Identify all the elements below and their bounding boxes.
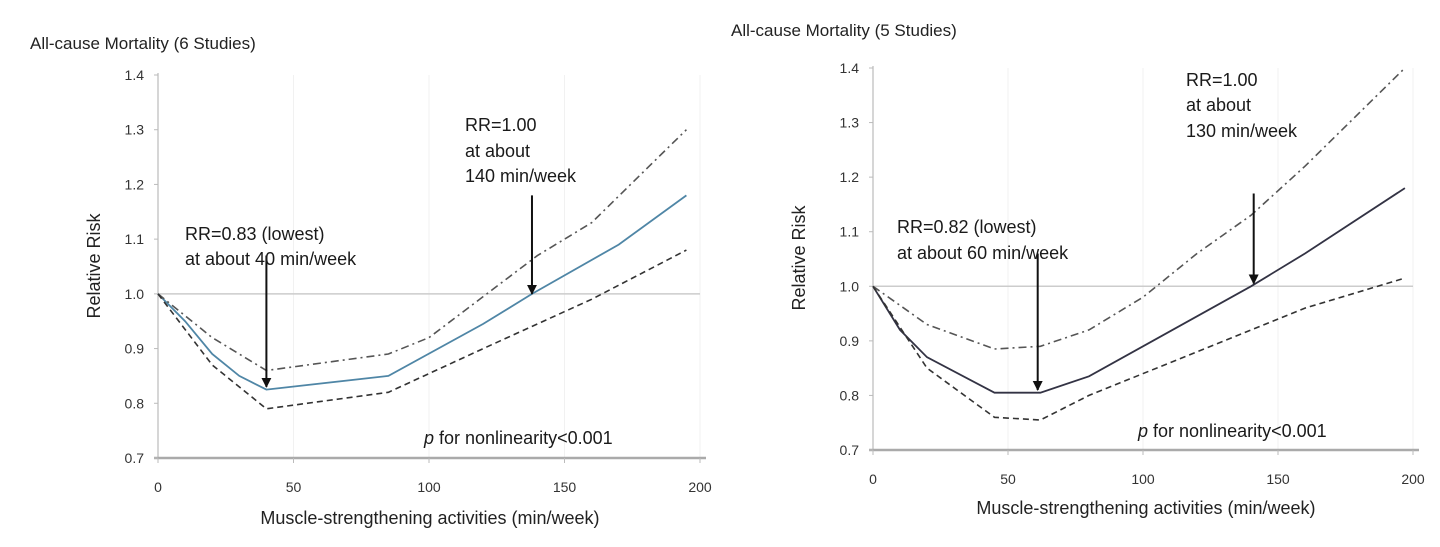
x-tick-label: 150 [1266, 471, 1290, 487]
y-tick-label: 1.1 [840, 224, 860, 240]
annotation-rr1-line2: at about [1186, 95, 1251, 115]
right-chart: 0.7 0.8 0.9 1.0 1.1 1.2 1.3 1.4 0 50 100 150 200 All… [731, 21, 1425, 518]
y-tick-label: 1.3 [840, 115, 860, 131]
note-p: p [423, 428, 434, 448]
x-tick-label: 50 [1000, 471, 1016, 487]
y-tick-label: 0.7 [840, 442, 860, 458]
y-tick-label: 0.8 [840, 387, 860, 403]
annotation-lowest-line1: RR=0.82 (lowest) [897, 217, 1037, 237]
x-tick-label: 50 [286, 479, 302, 495]
x-tick-label: 200 [688, 479, 712, 495]
left-chart: 0.7 0.8 0.9 1.0 1.1 1.2 1.3 1.4 0 50 100 150 200 All… [30, 34, 712, 528]
x-tick-label: 100 [1131, 471, 1155, 487]
nonlinearity-note: p for nonlinearity<0.001 [1137, 421, 1327, 441]
upper-ci-line [872, 67, 1406, 350]
x-axis-label: Muscle-strengthening activities (min/wee… [976, 498, 1315, 518]
y-tick-label: 0.9 [125, 341, 145, 357]
lower-ci-line [872, 277, 1406, 421]
nonlinearity-note: p for nonlinearity<0.001 [423, 428, 613, 448]
y-axis-label: Relative Risk [789, 204, 809, 310]
x-tick-label: 100 [417, 479, 441, 495]
note-text: for nonlinearity<0.001 [1148, 421, 1327, 441]
annotation-rr1-line3: 140 min/week [465, 166, 577, 186]
annotation-lowest-line2: at about 60 min/week [897, 243, 1069, 263]
annotation-lowest-line1: RR=0.83 (lowest) [185, 224, 325, 244]
y-tick-label: 1.4 [125, 67, 145, 83]
lower-ci-line [157, 249, 687, 410]
y-axis-label: Relative Risk [84, 212, 104, 318]
estimate-line [157, 194, 687, 391]
plot-area: 0.7 0.8 0.9 1.0 1.1 1.2 1.3 1.4 0 50 100 150 200 [840, 60, 1425, 487]
annotation-lowest-line2: at about 40 min/week [185, 249, 357, 269]
annotation-rr1-line1: RR=1.00 [1186, 70, 1258, 90]
y-tick-label: 1.4 [840, 60, 860, 76]
note-p: p [1137, 421, 1148, 441]
y-tick-label: 1.1 [125, 231, 145, 247]
annotation-rr1-line1: RR=1.00 [465, 115, 537, 135]
plot-area: 0.7 0.8 0.9 1.0 1.1 1.2 1.3 1.4 0 50 100 150 200 [125, 67, 712, 495]
x-tick-label: 200 [1401, 471, 1425, 487]
note-text: for nonlinearity<0.001 [434, 428, 613, 448]
y-tick-label: 1.0 [840, 278, 860, 294]
x-tick-label: 0 [869, 471, 877, 487]
x-tick-label: 150 [553, 479, 577, 495]
y-tick-label: 1.2 [840, 169, 860, 185]
y-tick-label: 0.8 [125, 395, 145, 411]
annotation-rr1-line3: 130 min/week [1186, 121, 1298, 141]
y-tick-label: 1.3 [125, 122, 145, 138]
upper-ci-line [157, 129, 687, 372]
annotation-rr1-line2: at about [465, 141, 530, 161]
y-tick-label: 0.7 [125, 450, 145, 466]
x-axis-label: Muscle-strengthening activities (min/wee… [260, 508, 599, 528]
estimate-line [872, 187, 1406, 394]
y-tick-label: 0.9 [840, 333, 860, 349]
x-tick-label: 0 [154, 479, 162, 495]
chart-title: All-cause Mortality (5 Studies) [731, 21, 957, 40]
y-tick-label: 1.0 [125, 286, 145, 302]
y-tick-label: 1.2 [125, 176, 145, 192]
chart-title: All-cause Mortality (6 Studies) [30, 34, 256, 53]
